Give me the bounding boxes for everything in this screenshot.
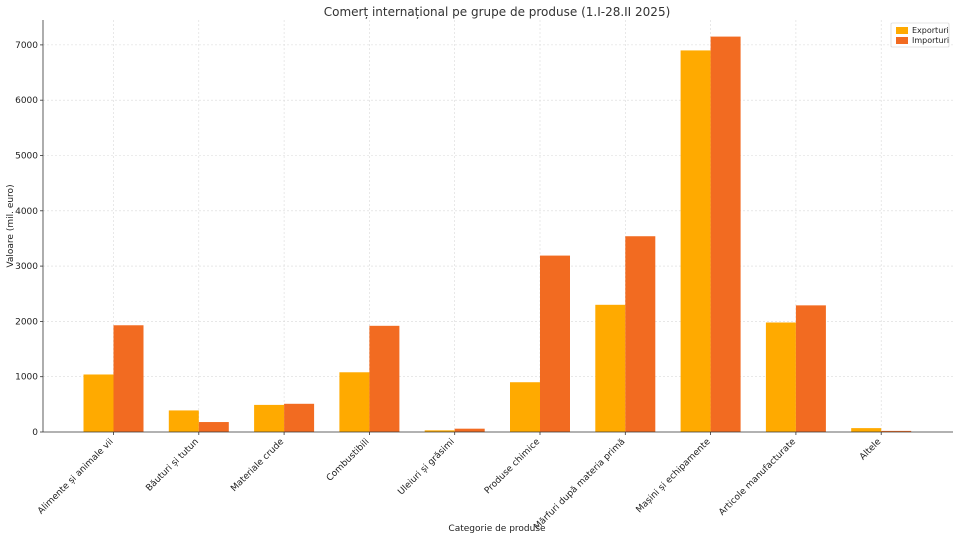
bar-importuri-1	[198, 422, 229, 432]
bar-importuri-4	[454, 428, 485, 432]
bar-importuri-8	[795, 305, 826, 432]
legend-swatch-exporturi	[896, 27, 908, 34]
x-axis-label: Categorie de produse	[448, 524, 546, 534]
bar-exporturi-0	[83, 374, 114, 432]
y-ticks: 0 1000 2000 3000 4000 5000 6000 7000	[15, 41, 43, 438]
x-tick-label: Uleiuri și grăsimi	[396, 437, 456, 497]
chart-title: Comerț internațional pe grupe de produse…	[324, 5, 671, 19]
legend: Exporturi Importuri	[890, 22, 950, 48]
y-tick-label: 2000	[15, 317, 38, 327]
bar-exporturi-7	[680, 50, 711, 432]
axes	[42, 20, 953, 433]
y-tick-label: 4000	[15, 207, 38, 217]
y-tick-label: 7000	[15, 41, 38, 51]
x-tick-label: Materiale crude	[229, 437, 286, 494]
bar-importuri-0	[113, 325, 144, 432]
y-axis-label: Valoare (mil. euro)	[6, 184, 16, 267]
bar-importuri-5	[540, 255, 570, 432]
x-tick-label: Mașini și echipamente	[635, 437, 714, 516]
y-tick-label: 0	[32, 428, 38, 438]
y-tick-label: 1000	[15, 373, 38, 383]
x-tick-label: Combustibili	[325, 437, 372, 484]
bar-exporturi-1	[168, 410, 199, 432]
x-tick-label: Articole manufacturate	[717, 437, 798, 518]
bar-importuri-2	[284, 403, 315, 432]
bar-exporturi-6	[595, 304, 626, 432]
y-tick-label: 5000	[15, 151, 38, 161]
x-tick-label: Alimente și animale vii	[36, 437, 115, 516]
bar-exporturi-8	[765, 322, 796, 432]
x-ticks: Alimente și animale vii Băuturi și tutun M…	[36, 432, 884, 532]
bars	[83, 36, 912, 432]
bar-exporturi-5	[510, 382, 540, 432]
bar-exporturi-4	[424, 430, 455, 432]
x-tick-label: Băuturi și tutun	[144, 437, 201, 494]
bar-importuri-9	[881, 430, 912, 432]
y-tick-label: 6000	[15, 96, 38, 106]
bar-importuri-3	[369, 325, 400, 432]
legend-label-importuri: Importuri	[912, 36, 949, 45]
bar-importuri-7	[710, 36, 741, 432]
x-tick-label: Mărfuri după materia primă	[532, 437, 627, 532]
y-tick-label: 3000	[15, 262, 38, 272]
bar-exporturi-3	[339, 372, 370, 432]
legend-swatch-importuri	[896, 37, 908, 44]
legend-label-exporturi: Exporturi	[912, 26, 949, 35]
x-tick-label: Produse chimice	[483, 437, 543, 497]
bar-exporturi-9	[851, 428, 882, 432]
x-tick-label: Altele	[858, 437, 884, 463]
bar-exporturi-2	[254, 404, 285, 432]
bar-importuri-6	[625, 236, 656, 432]
